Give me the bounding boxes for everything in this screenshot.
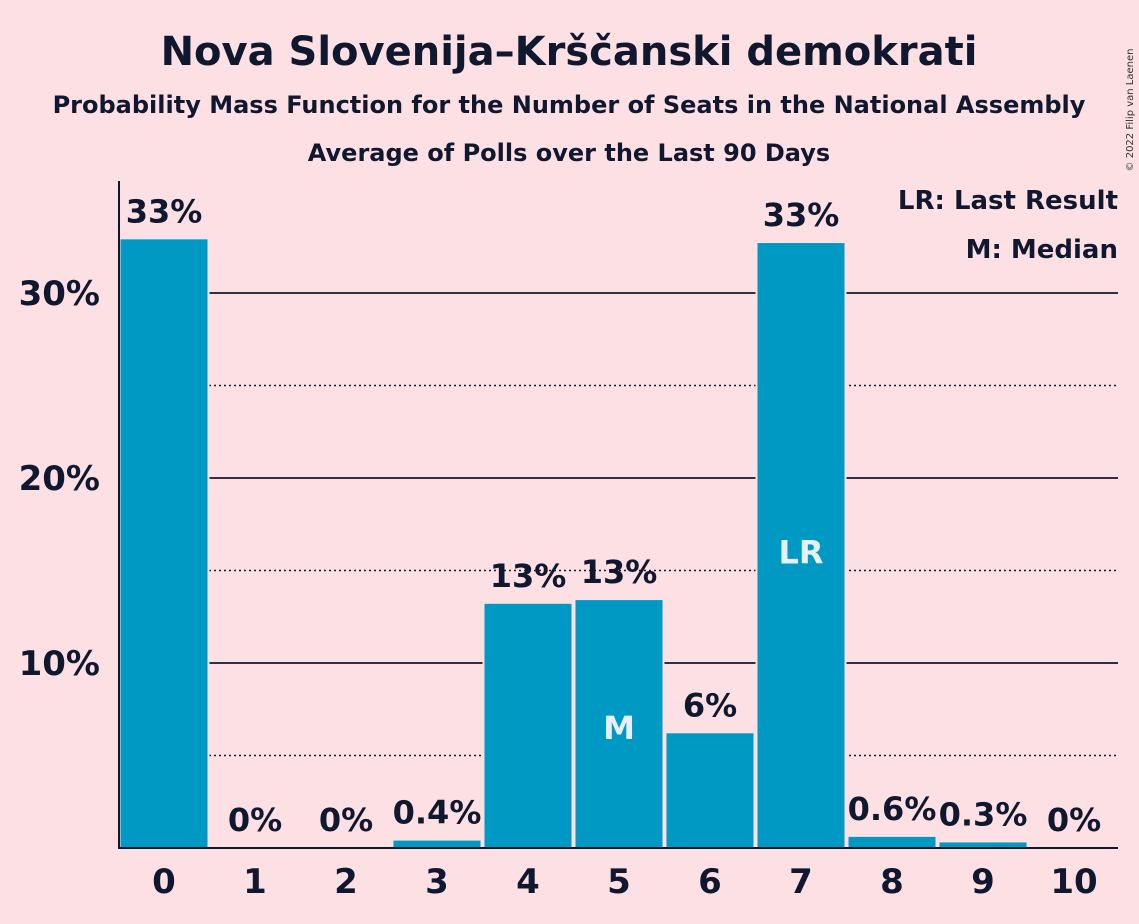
x-tick-label: 4 [516,862,540,902]
y-tick-label: 10% [19,644,100,684]
bars [118,234,1027,849]
data-label-6: 6% [683,686,737,724]
x-tick-label: 8 [880,862,904,902]
bar-seats-6 [666,733,754,848]
bar-seats-4 [484,603,572,848]
y-tick-label: 20% [19,459,100,499]
data-label-1: 0% [228,801,282,839]
chart-subtitle-2: Average of Polls over the Last 90 Days [308,139,830,167]
x-tick-label: 10 [1050,862,1097,902]
data-label-4: 13% [490,557,567,595]
x-tick-label: 1 [243,862,267,902]
chart-subtitle: Probability Mass Function for the Number… [53,91,1086,119]
median-marker: M [603,709,635,747]
x-tick-label: 2 [334,862,358,902]
data-label-2: 0% [319,801,373,839]
chart-title: Nova Slovenija–Krščanski demokrati [161,29,978,75]
copyright: © 2022 Filip van Laenen [1125,49,1136,172]
x-tick-label: 6 [698,862,722,902]
x-tick-label: 3 [425,862,449,902]
bar-seats-0 [120,239,208,849]
grid [119,292,1118,757]
bar-seats-7 [757,243,845,849]
data-label-7: 33% [763,196,840,234]
bar-seats-5 [575,600,663,848]
labels: 10%20%30%33%00%10%20.4%313%413%5M6%633%7… [19,192,1102,902]
y-tick-label: 30% [19,274,100,314]
last-result-marker: LR [778,534,823,572]
legend-median: M: Median [966,235,1118,265]
x-tick-label: 0 [152,862,176,902]
axes [118,181,1118,849]
data-label-3: 0.4% [393,794,482,832]
x-tick-label: 9 [971,862,995,902]
data-label-9: 0.3% [939,795,1028,833]
data-label-5: 13% [581,553,658,591]
bar-seats-3 [393,840,481,848]
bar-seats-9 [939,842,1027,848]
data-label-10: 0% [1047,801,1101,839]
data-label-8: 0.6% [848,790,937,828]
x-tick-label: 7 [789,862,813,902]
x-tick-label: 5 [607,862,631,902]
bar-seats-8 [848,836,936,848]
legend-last-result: LR: Last Result [898,186,1118,216]
data-label-0: 33% [126,192,203,230]
